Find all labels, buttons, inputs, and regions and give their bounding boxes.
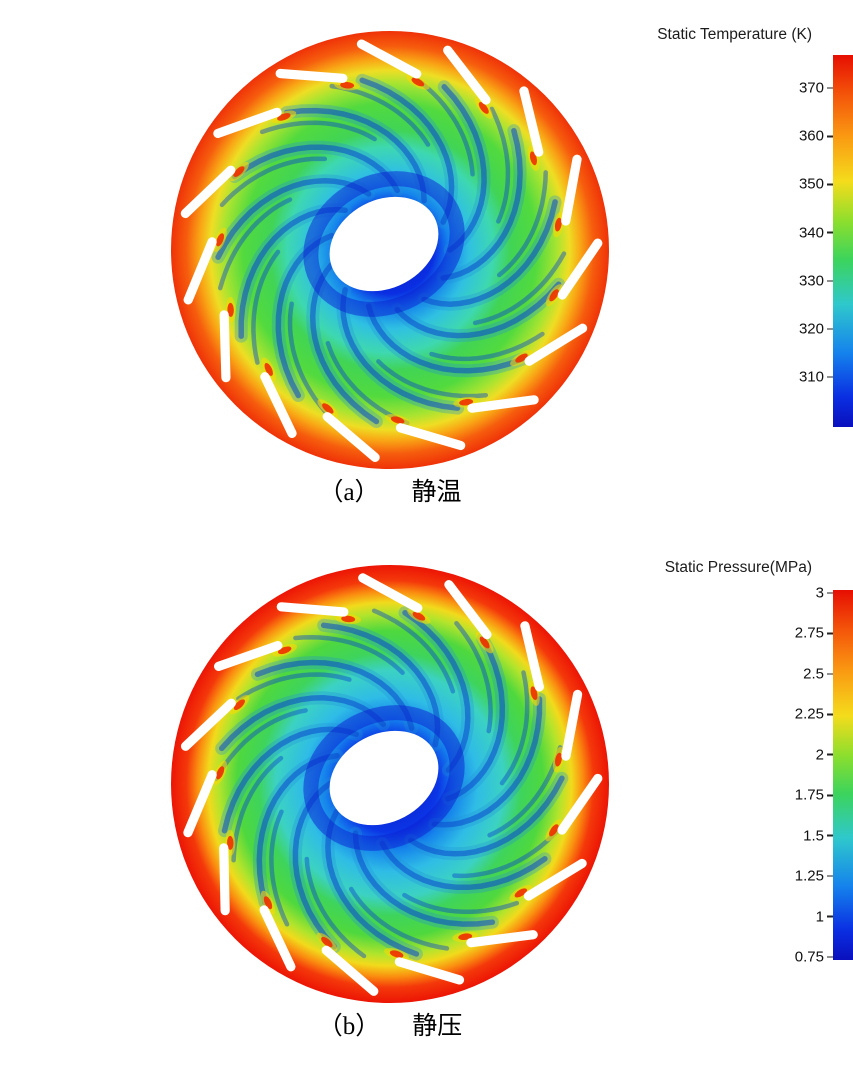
colorbar-tick: 360 — [799, 128, 833, 145]
colorbar-tick-mark — [827, 135, 833, 138]
colorbar-tick-label: 1 — [815, 908, 824, 926]
colorbar-tick: 350 — [799, 176, 833, 193]
colorbar-tick: 2.25 — [795, 706, 833, 723]
colorbar-tick-label: 0.75 — [794, 948, 824, 966]
colorbar-tick: 2.75 — [795, 625, 833, 642]
colorbar-tick-mark — [827, 794, 833, 797]
colorbar-tick-mark — [827, 328, 833, 330]
colorbar-tick-label: 2.25 — [794, 705, 824, 723]
colorbar-tick-label: 2 — [815, 746, 824, 764]
colorbar-tick: 0.75 — [795, 949, 833, 966]
colorbar-gradient-temperature — [833, 55, 853, 427]
colorbar-tick: 330 — [799, 272, 833, 289]
caption-b: （b） 静压 — [168, 1006, 612, 1042]
colorbar-tick-mark — [827, 713, 833, 716]
colorbar-tick-mark — [827, 834, 833, 837]
colorbar-tick-mark — [827, 956, 833, 958]
colorbar-tick-label: 1.75 — [794, 786, 824, 804]
colorbar-tick: 340 — [799, 224, 833, 241]
colorbar-tick: 2.5 — [803, 665, 833, 682]
impeller-pressure-contour-plot — [171, 565, 609, 1003]
colorbar-tick-label: 2.5 — [803, 665, 824, 683]
colorbar-tick-mark — [827, 231, 833, 234]
colorbar-title-pressure: Static Pressure(MPa) — [664, 559, 812, 576]
colorbar-ticks-temperature: 370 360 350 340 330 320 310 — [763, 55, 833, 427]
colorbar-tick-mark — [827, 592, 833, 594]
colorbar-pressure: 3 2.75 2.5 2.25 2 1.75 1.5 1.25 1 0.75 — [763, 584, 853, 966]
colorbar-ticks-pressure: 3 2.75 2.5 2.25 2 1.75 1.5 1.25 1 0.75 — [763, 584, 833, 966]
colorbar-temperature: 370 360 350 340 330 320 310 — [763, 55, 853, 427]
caption-a-label: 静温 — [411, 479, 462, 506]
caption-b-label: 静压 — [412, 1013, 463, 1040]
colorbar-tick-mark — [827, 183, 833, 186]
colorbar-tick-label: 1.25 — [794, 867, 824, 885]
colorbar-tick-mark — [827, 753, 833, 756]
colorbar-tick-label: 3 — [815, 584, 824, 602]
colorbar-tick: 1.75 — [795, 787, 833, 804]
colorbar-tick-mark — [827, 673, 833, 675]
impeller-temperature-contour-plot — [171, 31, 609, 469]
colorbar-tick-label: 330 — [798, 272, 824, 290]
colorbar-tick: 1.25 — [795, 868, 833, 885]
colorbar-tick: 2 — [816, 746, 833, 763]
colorbar-title-temperature: Static Temperature (K) — [657, 26, 812, 43]
colorbar-tick: 370 — [799, 80, 833, 97]
colorbar-tick-mark — [827, 875, 833, 877]
colorbar-tick-label: 350 — [798, 175, 824, 193]
caption-a: （a） 静温 — [168, 472, 612, 508]
colorbar-tick-label: 1.5 — [803, 827, 824, 845]
colorbar-tick-label: 370 — [798, 79, 824, 97]
colorbar-tick: 1 — [816, 908, 833, 925]
colorbar-tick-mark — [827, 376, 833, 378]
caption-b-index: （b） — [317, 1013, 381, 1040]
colorbar-tick-mark — [827, 632, 833, 635]
colorbar-tick-label: 310 — [798, 368, 824, 386]
colorbar-gradient-pressure — [833, 590, 853, 960]
colorbar-tick-label: 360 — [798, 127, 824, 145]
colorbar-tick-mark — [827, 280, 833, 282]
colorbar-tick: 3 — [816, 584, 833, 601]
colorbar-tick: 1.5 — [803, 827, 833, 844]
colorbar-tick: 310 — [799, 369, 833, 386]
colorbar-tick-label: 320 — [798, 320, 824, 338]
colorbar-tick-mark — [827, 915, 833, 918]
colorbar-tick-mark — [827, 87, 833, 89]
colorbar-tick-label: 2.75 — [794, 624, 824, 642]
colorbar-tick-label: 340 — [798, 224, 824, 242]
colorbar-tick: 320 — [799, 320, 833, 337]
caption-a-index: （a） — [318, 479, 380, 506]
